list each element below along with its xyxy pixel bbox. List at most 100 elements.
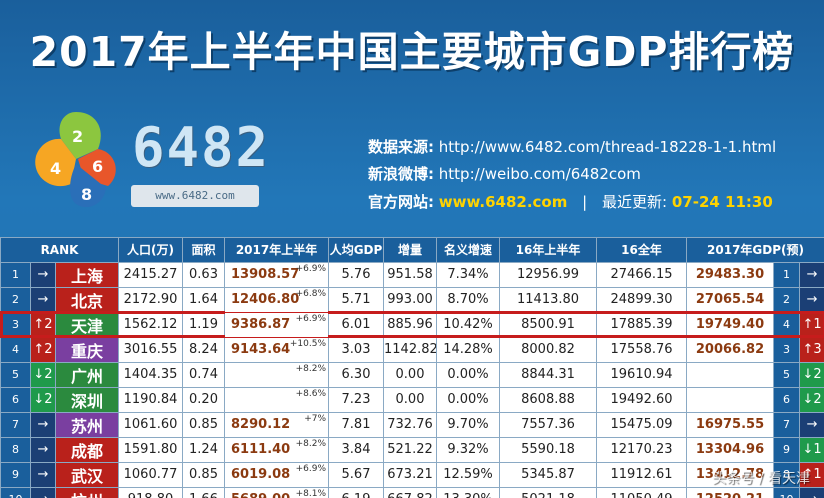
y2016-cell: 17558.76	[596, 336, 688, 363]
est-rank-arrow: →	[799, 286, 824, 313]
info-weibo: 新浪微博: http://weibo.com/6482com	[368, 163, 641, 184]
area-cell: 1.24	[182, 436, 226, 463]
est-rank-arrow: →	[799, 411, 824, 438]
population-cell: 918.80	[118, 486, 184, 498]
est-rank-cell: 1	[773, 261, 801, 288]
h1-2016-cell: 5345.87	[499, 461, 598, 488]
rank-change-arrow: →	[30, 411, 56, 438]
y2016-cell: 11912.61	[596, 461, 688, 488]
growth-cell: 9.32%	[436, 436, 501, 463]
increase-cell: 1142.82	[383, 336, 438, 363]
brand-name: 6482	[132, 116, 271, 179]
h1-growth-pct: +6.9%	[295, 463, 327, 474]
est-gdp-cell	[686, 361, 775, 388]
h1-2016-cell: 8500.91	[499, 311, 598, 338]
growth-cell: 10.42%	[436, 311, 501, 338]
h1-2016-cell: 12956.99	[499, 261, 598, 288]
h1-growth-pct: +8.2%	[295, 438, 327, 449]
increase-cell: 885.96	[383, 311, 438, 338]
brand-url[interactable]: www.6482.com	[131, 185, 259, 207]
rank-change-arrow: →	[30, 436, 56, 463]
watermark: 头条号 / 看天津	[712, 471, 810, 487]
rank-change-arrow: ↑2	[30, 336, 56, 363]
header-pop: 人口(万)	[118, 237, 184, 263]
h1-value: 9143.64	[231, 342, 291, 358]
site-label: 官方网站:	[368, 193, 434, 211]
header-increase: 增量	[383, 237, 438, 263]
source-link[interactable]: http://www.6482.com/thread-18228-1-1.htm…	[438, 138, 777, 156]
svg-text:4: 4	[50, 159, 61, 178]
info-site: 官方网站: www.6482.com | 最近更新: 07-24 11:30	[368, 191, 773, 212]
population-cell: 1562.12	[118, 311, 184, 338]
est-gdp-cell: 16975.55	[686, 411, 775, 438]
est-gdp-cell: 20066.82	[686, 336, 775, 363]
h1-gdp-cell: 13908.57 +6.9%	[224, 261, 330, 288]
h1-2016-cell: 5021.18	[499, 486, 598, 498]
h1-growth-pct: +6.9%	[295, 313, 327, 324]
rank-cell: 8	[0, 436, 31, 463]
rank-cell: 10	[0, 486, 31, 498]
h1-value: 13908.57	[231, 267, 300, 283]
est-gdp-cell: 19749.40	[686, 311, 775, 338]
h1-2016-cell: 5590.18	[499, 436, 598, 463]
area-cell: 0.85	[182, 461, 226, 488]
h1-value: 9386.87	[231, 317, 291, 333]
population-cell: 1061.60	[118, 411, 184, 438]
growth-cell: 8.70%	[436, 286, 501, 313]
svg-text:2: 2	[72, 127, 83, 146]
y2016-cell: 19610.94	[596, 361, 688, 388]
h1-2016-cell: 8844.31	[499, 361, 598, 388]
est-rank-cell: 10	[773, 486, 801, 498]
per-gdp-cell: 5.71	[328, 286, 385, 313]
est-gdp-cell: 27065.54	[686, 286, 775, 313]
weibo-link[interactable]: http://weibo.com/6482com	[438, 165, 641, 183]
table-row: 2 → 北京 2172.90 1.64 12406.80 +6.8% 5.71 993.00 8.…	[0, 286, 824, 313]
est-gdp-cell	[686, 386, 775, 413]
est-rank-arrow: ↑1	[799, 461, 824, 488]
increase-cell: 0.00	[383, 386, 438, 413]
h1-growth-pct: +10.5%	[289, 338, 327, 349]
per-gdp-cell: 6.30	[328, 361, 385, 388]
est-rank-cell: 7	[773, 411, 801, 438]
per-gdp-cell: 3.84	[328, 436, 385, 463]
est-gdp-cell: 13412.78	[686, 461, 775, 488]
h1-gdp-cell: 9386.87 +6.9%	[224, 311, 330, 338]
header-h1: 2017年上半年	[224, 237, 330, 263]
per-gdp-cell: 5.76	[328, 261, 385, 288]
table-row: 3 ↑2 天津 1562.12 1.19 9386.87 +6.9% 6.01 885.96 10…	[0, 311, 824, 339]
rank-cell: 2	[0, 286, 31, 313]
header-h1-16: 16年上半年	[499, 237, 598, 263]
per-gdp-cell: 6.01	[328, 311, 385, 338]
est-rank-cell: 6	[773, 386, 801, 413]
h1-2016-cell: 8608.88	[499, 386, 598, 413]
per-gdp-cell: 3.03	[328, 336, 385, 363]
increase-cell: 951.58	[383, 261, 438, 288]
est-rank-arrow: ↓1	[799, 436, 824, 463]
h1-gdp-cell: 5689.00 +8.1%	[224, 486, 330, 498]
site-link[interactable]: www.6482.com	[438, 193, 568, 211]
rank-cell: 7	[0, 411, 31, 438]
rank-change-arrow: ↓2	[30, 386, 56, 413]
h1-gdp-cell: 6019.08 +6.9%	[224, 461, 330, 488]
svg-text:6: 6	[92, 157, 103, 176]
source-label: 数据来源:	[368, 138, 434, 156]
h1-gdp-cell: +8.2%	[224, 361, 330, 388]
area-cell: 1.66	[182, 486, 226, 498]
increase-cell: 993.00	[383, 286, 438, 313]
est-rank-cell: 3	[773, 336, 801, 363]
per-gdp-cell: 5.67	[328, 461, 385, 488]
city-name: 北京	[54, 286, 120, 313]
h1-2016-cell: 8000.82	[499, 336, 598, 363]
growth-cell: 14.28%	[436, 336, 501, 363]
est-rank-cell: 2	[773, 286, 801, 313]
area-cell: 1.19	[182, 311, 226, 338]
table-row: 7 → 苏州 1061.60 0.85 8290.12 +7% 7.81 732.76 9.70%…	[0, 411, 824, 438]
est-gdp-cell: 12520.21	[686, 486, 775, 498]
area-cell: 8.24	[182, 336, 226, 363]
y2016-cell: 11050.49	[596, 486, 688, 498]
h1-gdp-cell: 6111.40 +8.2%	[224, 436, 330, 463]
city-name: 上海	[54, 261, 120, 288]
rank-cell: 4	[0, 336, 31, 363]
population-cell: 3016.55	[118, 336, 184, 363]
per-gdp-cell: 7.23	[328, 386, 385, 413]
